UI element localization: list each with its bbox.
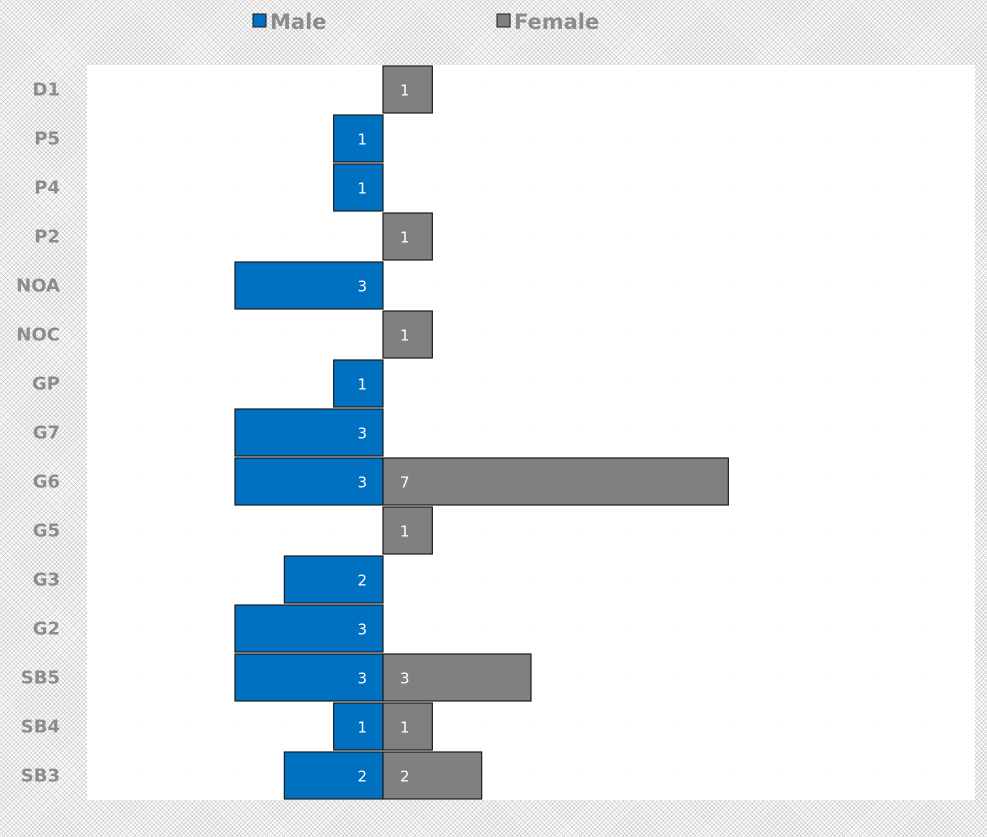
category-label: NOC <box>16 325 60 346</box>
legend-item-female: Female <box>496 10 599 34</box>
legend-item-male: Male <box>252 10 327 34</box>
data-label-male: 1 <box>357 719 367 737</box>
category-label: G7 <box>33 423 60 444</box>
legend-swatch-male <box>252 13 267 28</box>
data-label-female: 7 <box>400 474 410 492</box>
data-label-male: 1 <box>357 180 367 198</box>
bar-female <box>382 65 433 114</box>
data-label-male: 3 <box>357 474 367 492</box>
bar-male <box>333 702 384 751</box>
data-label-male: 1 <box>357 131 367 149</box>
data-label-female: 3 <box>400 670 410 688</box>
legend-label-female: Female <box>514 10 599 34</box>
category-label: G5 <box>33 521 60 542</box>
bar-male <box>283 751 384 800</box>
bar-male <box>234 457 384 506</box>
category-label: SB4 <box>21 717 60 738</box>
bar-male <box>234 653 384 702</box>
bar-female <box>382 702 433 751</box>
category-label: SB3 <box>21 766 60 787</box>
data-label-female: 2 <box>400 768 410 786</box>
data-label-female: 1 <box>400 327 410 345</box>
bar-male <box>283 555 384 604</box>
bar-female <box>382 457 729 506</box>
data-label-male: 3 <box>357 621 367 639</box>
category-label: G2 <box>33 619 60 640</box>
bar-male <box>234 408 384 457</box>
legend-swatch-female <box>496 13 511 28</box>
data-label-female: 1 <box>400 719 410 737</box>
bar-male <box>234 604 384 653</box>
bar-female <box>382 212 433 261</box>
category-label: D1 <box>33 80 60 101</box>
data-label-male: 2 <box>357 572 367 590</box>
bar-male <box>333 359 384 408</box>
category-label: G6 <box>33 472 60 493</box>
data-label-female: 1 <box>400 82 410 100</box>
category-label: P2 <box>34 227 60 248</box>
legend-label-male: Male <box>270 10 327 34</box>
bar-male <box>333 163 384 212</box>
bar-male <box>234 261 384 310</box>
legend: Male Female <box>252 10 599 34</box>
bar-female <box>382 653 532 702</box>
bar-female <box>382 310 433 359</box>
category-label: SB5 <box>21 668 60 689</box>
data-label-female: 1 <box>400 229 410 247</box>
category-labels: D1 P5 P4 P2 NOA NOC GP G7 G6 G5 G3 G2 SB5 SB4 SB3 <box>16 80 60 787</box>
category-label: G3 <box>33 570 60 591</box>
category-label: P5 <box>34 129 60 150</box>
bar-female <box>382 751 483 800</box>
bar-female <box>382 506 433 555</box>
data-label-male: 2 <box>357 768 367 786</box>
category-label: NOA <box>16 276 60 297</box>
data-label-male: 3 <box>357 278 367 296</box>
data-label-male: 3 <box>357 670 367 688</box>
category-label: GP <box>32 374 60 395</box>
data-label-male: 3 <box>357 425 367 443</box>
data-label-female: 1 <box>400 523 410 541</box>
bars: 1 1 1 1 3 1 1 3 3 7 1 2 3 3 3 1 1 2 2 <box>234 65 729 800</box>
data-label-male: 1 <box>357 376 367 394</box>
category-label: P4 <box>34 178 60 199</box>
bar-male <box>333 114 384 163</box>
